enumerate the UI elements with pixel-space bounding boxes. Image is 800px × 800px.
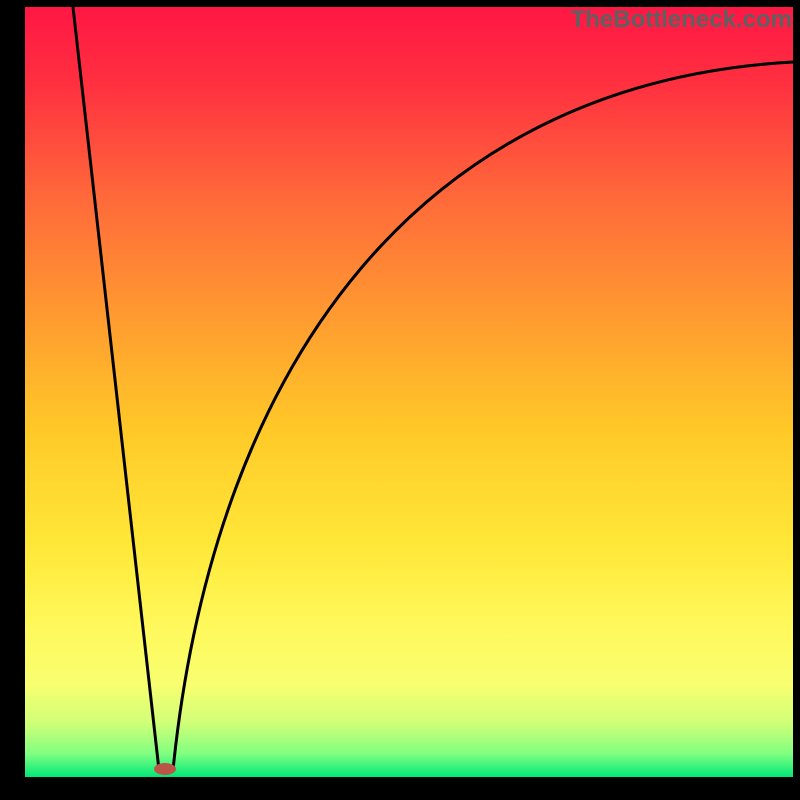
curve-left-branch bbox=[73, 7, 159, 770]
bottleneck-curves bbox=[25, 7, 793, 777]
chart-container: TheBottleneck.com bbox=[0, 0, 800, 800]
curve-right-branch bbox=[173, 62, 793, 770]
optimal-point-marker bbox=[154, 763, 176, 775]
plot-area bbox=[25, 7, 793, 777]
watermark-text: TheBottleneck.com bbox=[571, 6, 792, 34]
